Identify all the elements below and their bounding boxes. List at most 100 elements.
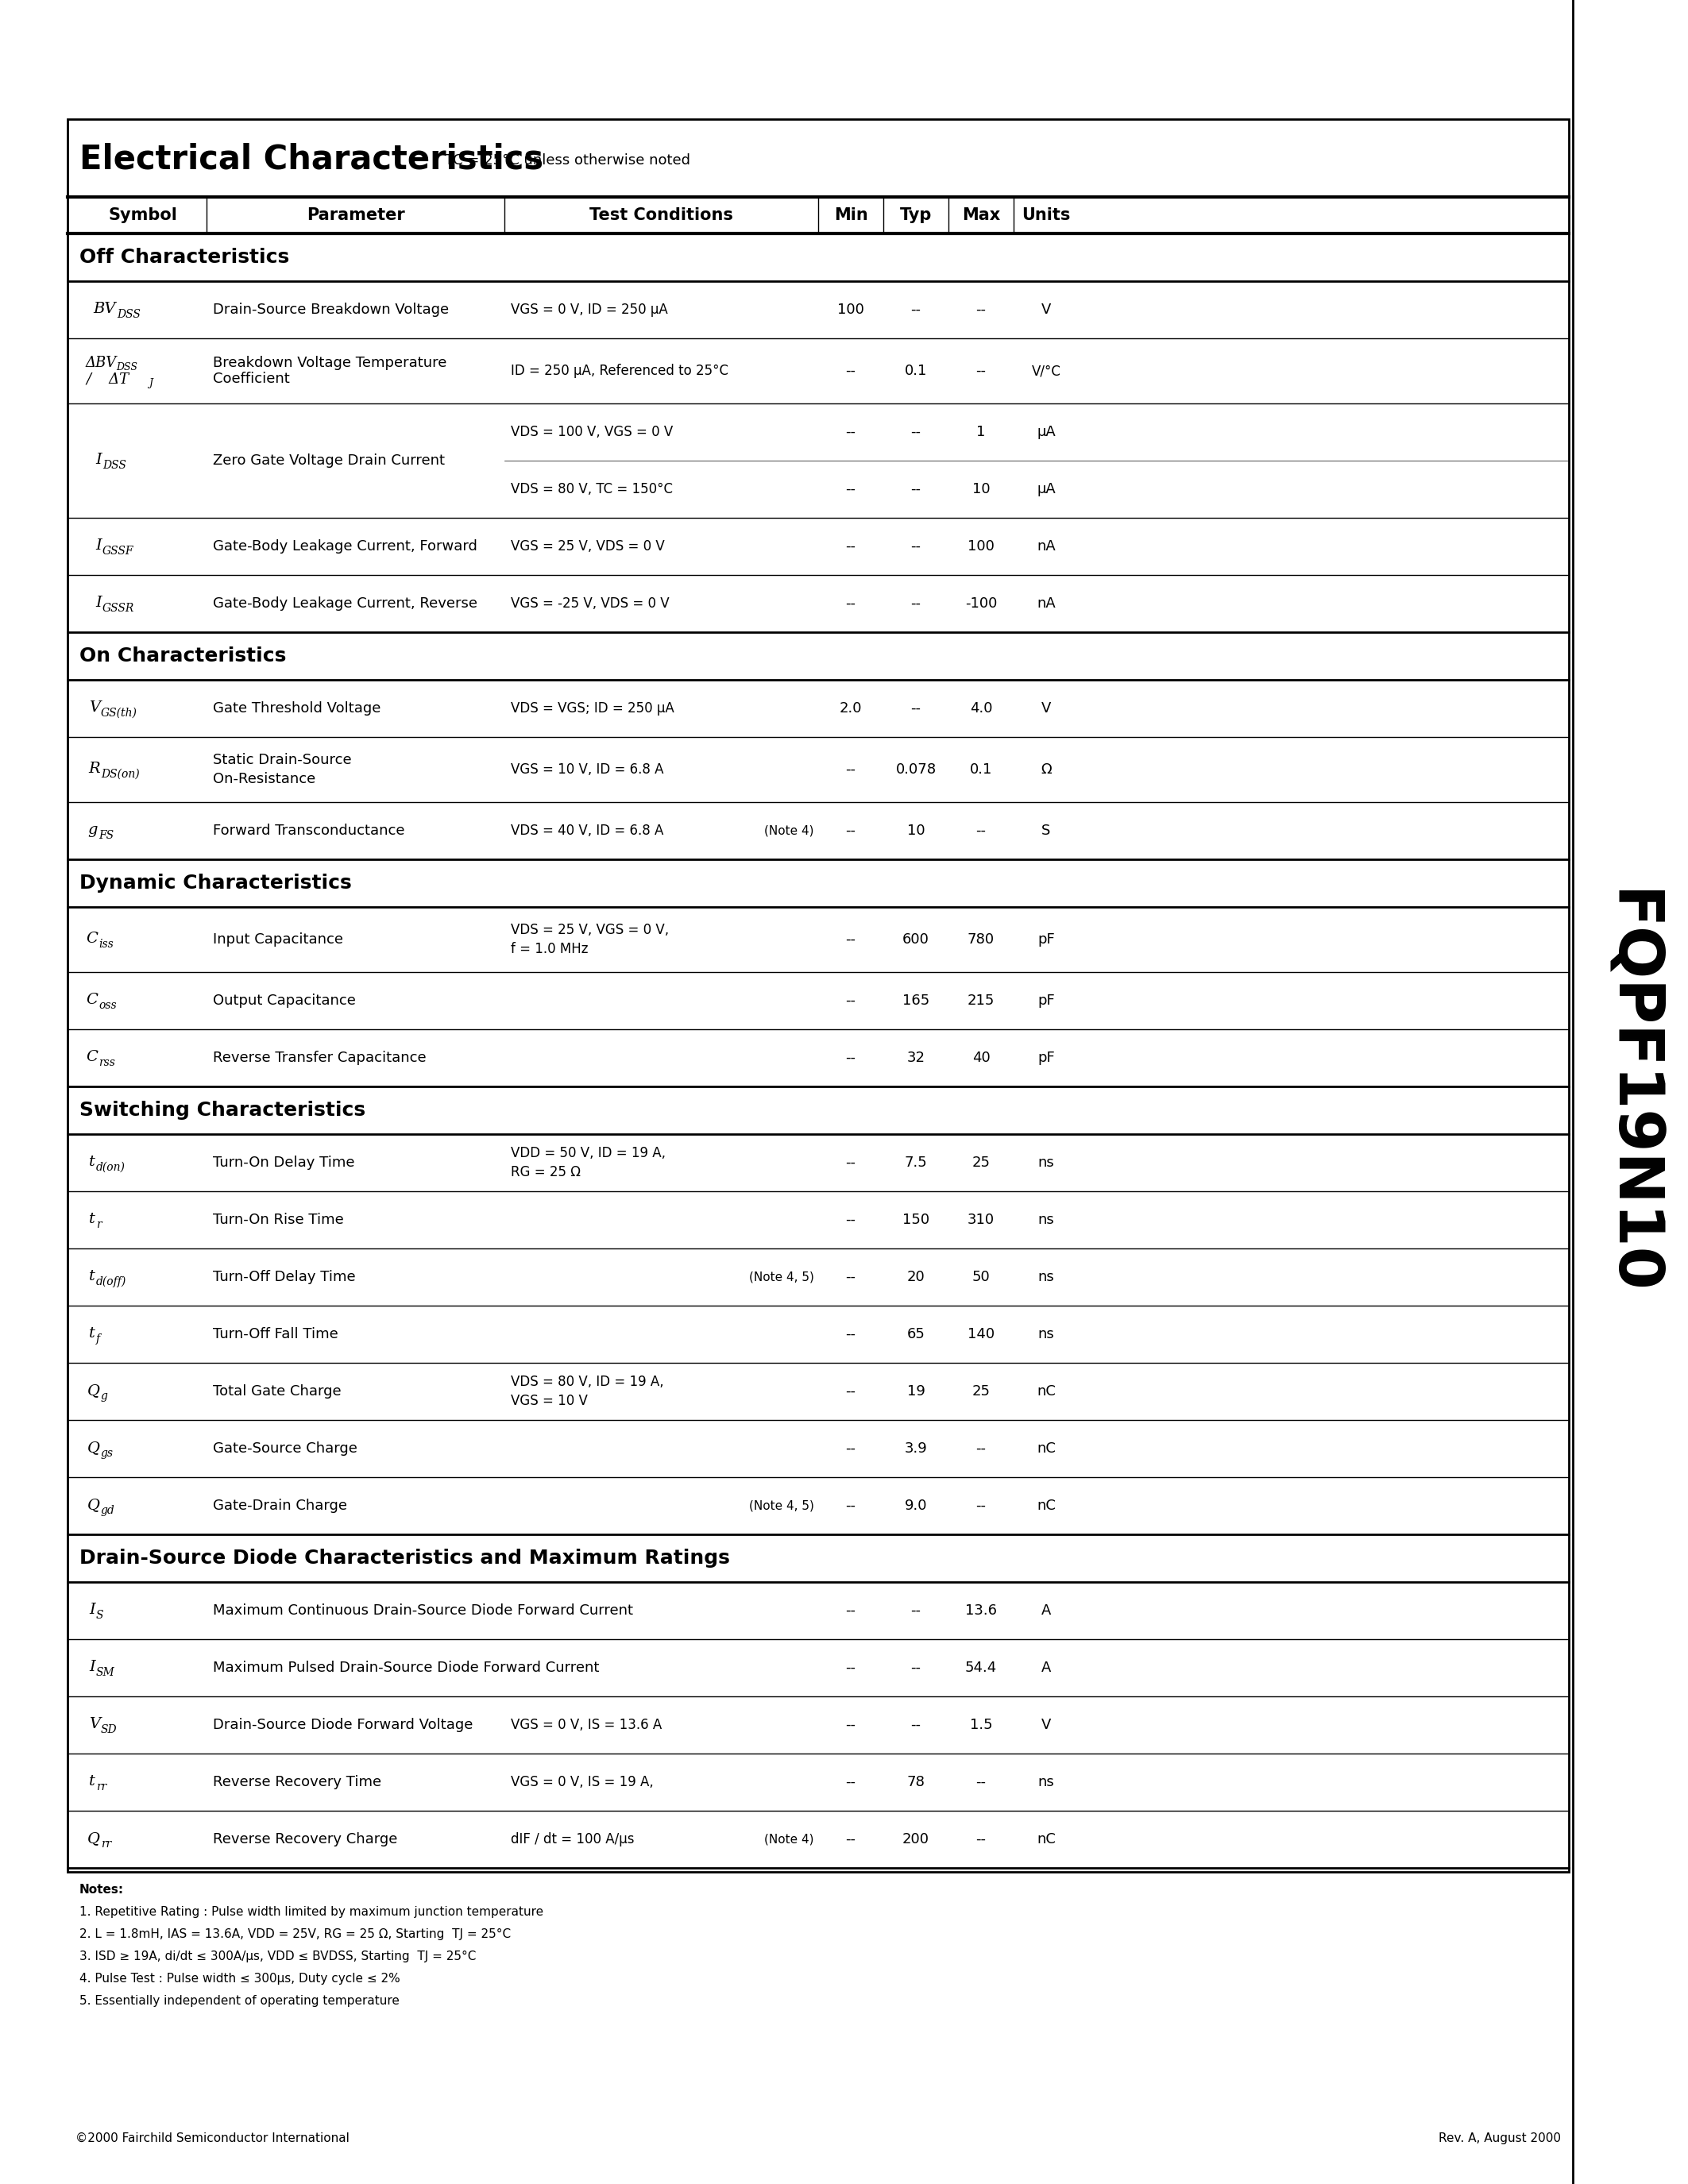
Text: Electrical Characteristics: Electrical Characteristics bbox=[79, 142, 544, 175]
Text: Notes:: Notes: bbox=[79, 1885, 123, 1896]
Text: --: -- bbox=[912, 596, 922, 612]
Text: nA: nA bbox=[1036, 539, 1055, 553]
Text: rr: rr bbox=[96, 1782, 106, 1793]
Text: Total Gate Charge: Total Gate Charge bbox=[213, 1385, 341, 1398]
Text: nC: nC bbox=[1036, 1832, 1055, 1845]
Text: d(off): d(off) bbox=[96, 1275, 127, 1289]
Text: DSS: DSS bbox=[116, 308, 140, 321]
Text: t: t bbox=[89, 1326, 95, 1341]
Text: 9.0: 9.0 bbox=[905, 1498, 927, 1514]
Text: BV: BV bbox=[93, 301, 116, 317]
Text: On-Resistance: On-Resistance bbox=[213, 771, 316, 786]
Text: --: -- bbox=[846, 1603, 856, 1618]
Text: Gate-Body Leakage Current, Reverse: Gate-Body Leakage Current, Reverse bbox=[213, 596, 478, 612]
Text: DSS: DSS bbox=[116, 363, 137, 371]
Text: S: S bbox=[1041, 823, 1050, 839]
Text: --: -- bbox=[976, 365, 986, 378]
Text: f: f bbox=[96, 1334, 100, 1345]
Text: --: -- bbox=[912, 701, 922, 716]
Text: r: r bbox=[96, 1219, 101, 1230]
Text: --: -- bbox=[912, 304, 922, 317]
Text: FQPF19N10: FQPF19N10 bbox=[1600, 889, 1661, 1295]
Text: VDS = 40 V, ID = 6.8 A: VDS = 40 V, ID = 6.8 A bbox=[511, 823, 663, 839]
Text: Zero Gate Voltage Drain Current: Zero Gate Voltage Drain Current bbox=[213, 454, 446, 467]
Text: 19: 19 bbox=[906, 1385, 925, 1398]
Text: FS: FS bbox=[98, 830, 113, 841]
Text: Breakdown Voltage Temperature: Breakdown Voltage Temperature bbox=[213, 356, 447, 369]
Text: -100: -100 bbox=[966, 596, 998, 612]
Text: Q: Q bbox=[88, 1832, 100, 1845]
Text: I: I bbox=[96, 452, 101, 467]
Text: --: -- bbox=[846, 1719, 856, 1732]
Text: g: g bbox=[101, 1391, 108, 1402]
Text: 215: 215 bbox=[967, 994, 994, 1007]
Text: (Note 4, 5): (Note 4, 5) bbox=[749, 1271, 814, 1282]
Text: (Note 4): (Note 4) bbox=[765, 826, 814, 836]
Text: 65: 65 bbox=[906, 1328, 925, 1341]
Text: Q: Q bbox=[88, 1441, 100, 1455]
Text: --: -- bbox=[846, 365, 856, 378]
Text: 150: 150 bbox=[903, 1212, 930, 1227]
Text: Drain-Source Breakdown Voltage: Drain-Source Breakdown Voltage bbox=[213, 304, 449, 317]
Text: S: S bbox=[96, 1610, 103, 1621]
Text: oss: oss bbox=[98, 1000, 116, 1011]
Text: --: -- bbox=[976, 1776, 986, 1789]
Text: Maximum Continuous Drain-Source Diode Forward Current: Maximum Continuous Drain-Source Diode Fo… bbox=[213, 1603, 633, 1618]
Text: --: -- bbox=[846, 1441, 856, 1457]
Text: GS(th): GS(th) bbox=[101, 708, 137, 719]
Text: ©2000 Fairchild Semiconductor International: ©2000 Fairchild Semiconductor Internatio… bbox=[76, 2132, 349, 2145]
Text: 780: 780 bbox=[967, 933, 994, 946]
Text: VDS = VGS; ID = 250 μA: VDS = VGS; ID = 250 μA bbox=[511, 701, 674, 716]
Text: Off Characteristics: Off Characteristics bbox=[79, 247, 289, 266]
Text: Units: Units bbox=[1021, 207, 1070, 223]
Text: Ω: Ω bbox=[1041, 762, 1052, 778]
Text: --: -- bbox=[976, 823, 986, 839]
Text: pF: pF bbox=[1038, 933, 1055, 946]
Text: 40: 40 bbox=[972, 1051, 991, 1066]
Text: g: g bbox=[88, 823, 98, 836]
Text: --: -- bbox=[846, 1385, 856, 1398]
Text: R: R bbox=[88, 762, 100, 775]
Text: VDD = 50 V, ID = 19 A,: VDD = 50 V, ID = 19 A, bbox=[511, 1147, 665, 1160]
Text: Drain-Source Diode Forward Voltage: Drain-Source Diode Forward Voltage bbox=[213, 1719, 473, 1732]
Text: V/°C: V/°C bbox=[1031, 365, 1060, 378]
Text: Gate-Drain Charge: Gate-Drain Charge bbox=[213, 1498, 348, 1514]
Text: RG = 25 Ω: RG = 25 Ω bbox=[511, 1164, 581, 1179]
Text: Test Conditions: Test Conditions bbox=[589, 207, 733, 223]
Text: /    ΔT: / ΔT bbox=[86, 371, 128, 387]
Text: Output Capacitance: Output Capacitance bbox=[213, 994, 356, 1007]
Text: VDS = 80 V, ID = 19 A,: VDS = 80 V, ID = 19 A, bbox=[511, 1374, 663, 1389]
Text: ID = 250 μA, Referenced to 25°C: ID = 250 μA, Referenced to 25°C bbox=[511, 365, 729, 378]
Text: Symbol: Symbol bbox=[108, 207, 177, 223]
Text: Turn-On Rise Time: Turn-On Rise Time bbox=[213, 1212, 344, 1227]
Text: t: t bbox=[89, 1773, 95, 1789]
Text: 1.5: 1.5 bbox=[969, 1719, 993, 1732]
Text: --: -- bbox=[846, 426, 856, 439]
Text: 140: 140 bbox=[967, 1328, 994, 1341]
Text: Min: Min bbox=[834, 207, 868, 223]
Text: 10: 10 bbox=[906, 823, 925, 839]
Text: --: -- bbox=[846, 1269, 856, 1284]
Text: ns: ns bbox=[1038, 1269, 1055, 1284]
Text: I: I bbox=[89, 1603, 95, 1616]
Text: VGS = 25 V, VDS = 0 V: VGS = 25 V, VDS = 0 V bbox=[511, 539, 665, 553]
Text: --: -- bbox=[846, 1776, 856, 1789]
Text: 25: 25 bbox=[972, 1155, 991, 1171]
Text: I: I bbox=[96, 539, 101, 553]
Text: nC: nC bbox=[1036, 1441, 1055, 1457]
Text: ΔBV: ΔBV bbox=[86, 356, 116, 369]
Text: --: -- bbox=[912, 483, 922, 496]
Text: d(on): d(on) bbox=[96, 1162, 125, 1173]
Text: 4.0: 4.0 bbox=[969, 701, 993, 716]
Text: --: -- bbox=[846, 1155, 856, 1171]
Text: C: C bbox=[86, 1051, 98, 1064]
Text: 50: 50 bbox=[972, 1269, 991, 1284]
Text: 0.078: 0.078 bbox=[896, 762, 937, 778]
Text: Parameter: Parameter bbox=[306, 207, 405, 223]
Text: ns: ns bbox=[1038, 1776, 1055, 1789]
Text: V: V bbox=[89, 701, 100, 714]
Text: --: -- bbox=[846, 1328, 856, 1341]
Text: 2.0: 2.0 bbox=[839, 701, 863, 716]
Text: VDS = 100 V, VGS = 0 V: VDS = 100 V, VGS = 0 V bbox=[511, 426, 674, 439]
Text: Q: Q bbox=[88, 1498, 100, 1511]
